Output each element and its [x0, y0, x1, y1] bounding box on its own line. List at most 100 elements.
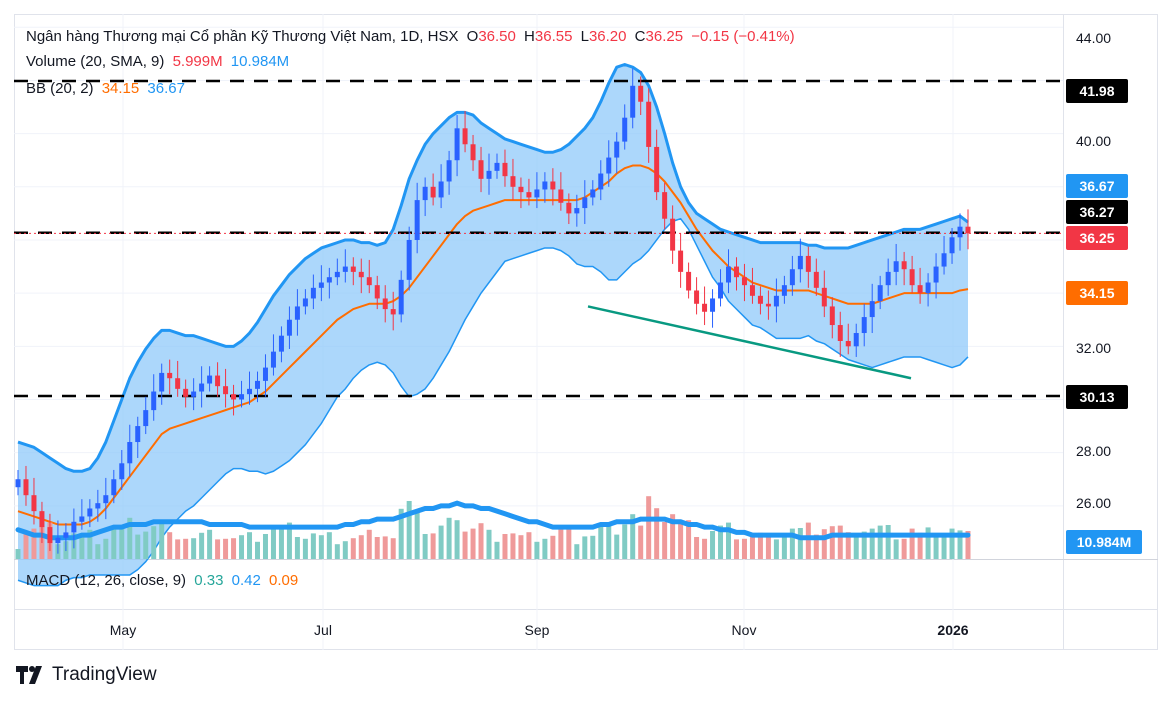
volume-bar [542, 538, 548, 559]
candle-body [702, 303, 708, 312]
close-value: 36.25 [645, 28, 684, 45]
volume-bar [829, 526, 835, 559]
volume-bar [749, 533, 755, 559]
volume-bar [175, 539, 181, 559]
volume-bar [199, 532, 205, 559]
candle-body [582, 197, 588, 209]
candle-body [231, 394, 237, 400]
candle-body [941, 253, 947, 267]
candle-body [614, 141, 620, 158]
volume-bar [494, 541, 500, 559]
candle-body [590, 189, 596, 198]
volume-value: 5.999M [172, 53, 223, 70]
volume-bar [247, 532, 253, 559]
volume-bar [797, 528, 803, 559]
bb-legend[interactable]: BB (20, 2) 34.15 36.67 [26, 80, 189, 97]
volume-bar [398, 508, 404, 559]
candle-body [103, 495, 109, 504]
candle-body [350, 266, 356, 272]
candle-body [183, 388, 189, 397]
candle-body [813, 271, 819, 288]
candle-body [718, 282, 724, 299]
candle-body [670, 218, 676, 251]
volume-bar [159, 523, 165, 559]
level-tag-low: 30.13 [1066, 385, 1128, 409]
volume-bar [151, 526, 157, 559]
volume-bar [502, 534, 508, 559]
volume-bar [286, 522, 292, 559]
candle-body [143, 410, 149, 427]
volume-bar [741, 538, 747, 559]
candle-body [47, 527, 53, 544]
volume-bar [262, 534, 268, 559]
macd-legend[interactable]: MACD (12, 26, close, 9) 0.33 0.42 0.09 [26, 572, 302, 589]
volume-bars [15, 496, 971, 559]
volume-bar [582, 536, 588, 559]
low-label: L [580, 28, 589, 45]
candle-body [199, 383, 205, 392]
volume-bar [598, 525, 604, 559]
candle-body [566, 202, 572, 214]
candle-body [526, 192, 532, 198]
candle-body [374, 285, 380, 299]
y-tick-26: 26.00 [1076, 495, 1112, 511]
volume-bar [733, 539, 739, 559]
volume-bar [191, 538, 197, 559]
volume-bar [350, 538, 356, 559]
volume-bar [183, 538, 189, 559]
volume-bar [821, 529, 827, 559]
volume-bar [606, 522, 612, 559]
candle-body [71, 521, 77, 533]
candle-body [478, 160, 484, 179]
volume-legend[interactable]: Volume (20, SMA, 9) 5.999M 10.984M [26, 53, 293, 70]
volume-bar [406, 501, 412, 559]
tradingview-logo-icon [16, 666, 42, 684]
volume-bar [813, 534, 819, 559]
volume-bar [510, 533, 516, 559]
x-tick-jul: Jul [314, 622, 332, 638]
volume-bar [302, 538, 308, 559]
volume-bar [254, 541, 260, 559]
bb-label: BB (20, 2) [26, 80, 94, 97]
candle-body [829, 306, 835, 326]
candle-body [87, 508, 93, 517]
volume-sma-value: 10.984M [230, 53, 290, 70]
volume-bar [710, 531, 716, 559]
horizontal-levels[interactable] [14, 79, 1063, 398]
candle-body [877, 285, 883, 302]
volume-bar [853, 537, 859, 559]
volume-bar [678, 520, 684, 559]
x-tick-2026: 2026 [937, 622, 969, 638]
candle-body [518, 186, 524, 193]
candle-body [119, 463, 125, 480]
candle-body [358, 271, 364, 278]
volume-bar [789, 528, 795, 559]
volume-bar [478, 523, 484, 559]
candle-body [638, 85, 644, 102]
volume-bar [686, 520, 692, 559]
volume-bar [694, 537, 700, 559]
candle-body [486, 170, 492, 179]
volume-bar [470, 528, 476, 559]
macd-hist-value: 0.09 [268, 572, 299, 589]
candle-body [837, 325, 843, 341]
tradingview-logo[interactable]: TradingView [16, 664, 157, 686]
candle-body [741, 277, 747, 286]
candle-body [845, 341, 851, 347]
candle-body [757, 295, 763, 304]
volume-bar [294, 537, 300, 559]
volume-bar [207, 529, 213, 559]
drawings[interactable] [587, 305, 912, 380]
bb-basis-value: 34.15 [101, 80, 140, 97]
bb-fill [18, 64, 968, 586]
high-label: H [524, 28, 535, 45]
volume-bar [925, 527, 931, 559]
candle-body [31, 495, 37, 512]
candle-body [270, 351, 276, 368]
last-price-tag: 36.25 [1066, 226, 1128, 250]
volume-bar [231, 538, 237, 559]
volume-bar [454, 520, 460, 559]
candle-body [789, 269, 795, 286]
volume-bar [23, 531, 29, 559]
